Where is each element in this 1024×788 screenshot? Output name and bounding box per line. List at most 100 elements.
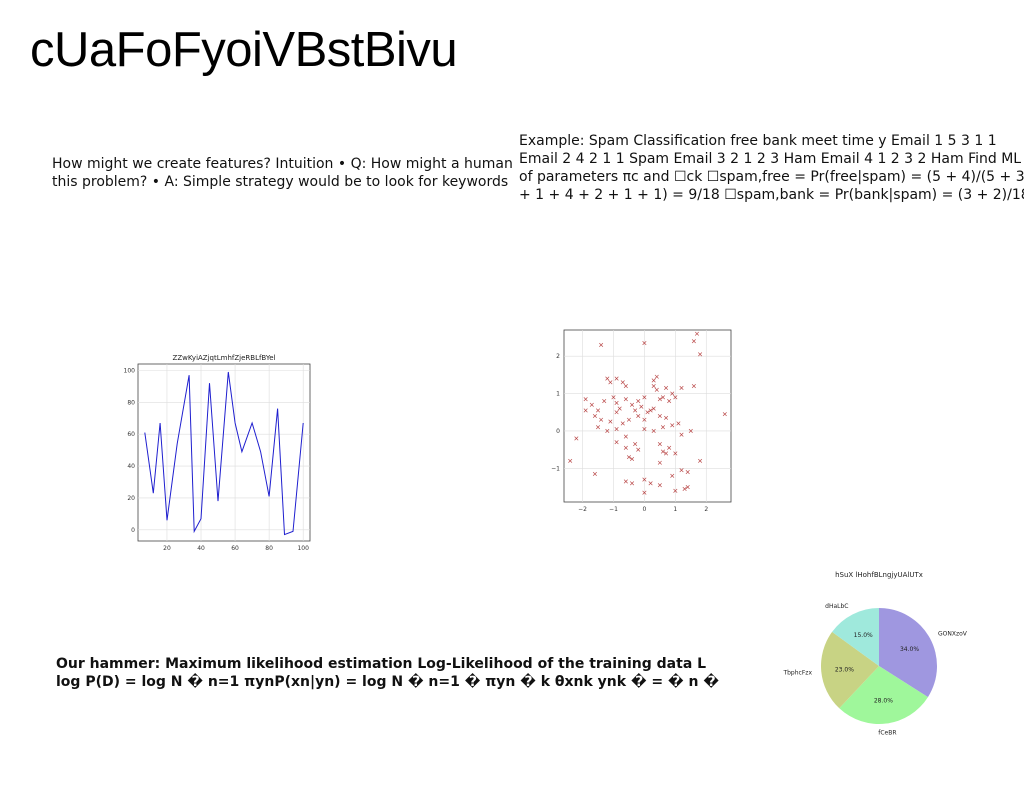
scatter-point bbox=[694, 331, 700, 336]
scatter-point bbox=[642, 417, 647, 422]
scatter-point bbox=[636, 398, 641, 404]
scatter-point bbox=[651, 384, 656, 389]
scatter-y-tick-label: 0 bbox=[556, 428, 560, 435]
line-y-tick-label: 0 bbox=[131, 527, 135, 534]
scatter-point bbox=[642, 341, 647, 346]
example-line-1: Example: Spam Classification free bank m… bbox=[519, 133, 997, 149]
scatter-x-tick-label: 2 bbox=[704, 506, 708, 513]
scatter-point bbox=[589, 402, 594, 407]
pie-category-label: dHaLbC bbox=[825, 603, 848, 610]
scatter-point bbox=[651, 378, 656, 383]
scatter-x-tick-label: −2 bbox=[578, 506, 587, 513]
scatter-point bbox=[667, 398, 672, 404]
scatter-point bbox=[645, 410, 650, 415]
scatter-point bbox=[673, 488, 678, 493]
scatter-point bbox=[614, 427, 619, 432]
scatter-point bbox=[617, 406, 622, 411]
line-y-tick-label: 40 bbox=[127, 463, 135, 470]
line-x-tick-label: 60 bbox=[231, 545, 239, 552]
scatter-point bbox=[574, 436, 579, 441]
scatter-x-tick-label: −1 bbox=[609, 506, 618, 513]
scatter-point bbox=[648, 481, 653, 486]
scatter-point bbox=[629, 456, 635, 462]
scatter-point bbox=[602, 398, 607, 404]
scatter-point bbox=[654, 374, 659, 379]
scatter-point bbox=[633, 441, 638, 447]
scatter-point bbox=[623, 397, 628, 402]
scatter-point bbox=[673, 395, 678, 400]
scatter-point bbox=[673, 451, 678, 456]
pie-percent-label: 34.0% bbox=[900, 646, 919, 653]
pie-slice bbox=[879, 608, 938, 698]
line-x-tick-label: 20 bbox=[163, 545, 171, 552]
scatter-point bbox=[657, 460, 662, 465]
line-chart-title: ZZwKyiAZjqtLmhfZjeRBLfBYel bbox=[173, 354, 276, 362]
scatter-point bbox=[667, 445, 672, 450]
scatter-point bbox=[679, 432, 684, 437]
example-line-4: + 1 + 4 + 2 + 1 + 1) = 9/18 ☐spam,bank =… bbox=[519, 187, 1024, 203]
features-line-1: How might we create features? Intuition … bbox=[52, 156, 513, 172]
scatter-point bbox=[698, 458, 703, 463]
scatter-point bbox=[670, 391, 675, 396]
scatter-x-tick-label: 1 bbox=[673, 506, 677, 513]
example-text-block: Example: Spam Classification free bank m… bbox=[519, 132, 1024, 204]
scatter-point bbox=[664, 451, 669, 456]
pie-category-label: fCeBR bbox=[878, 730, 896, 737]
scatter-point bbox=[685, 484, 690, 490]
scatter-point bbox=[623, 445, 628, 450]
scatter-point bbox=[722, 412, 727, 417]
scatter-point bbox=[660, 395, 666, 400]
hammer-line-1: Our hammer: Maximum likelihood estimatio… bbox=[56, 656, 707, 672]
scatter-point bbox=[620, 380, 625, 385]
scatter-point bbox=[688, 428, 693, 434]
scatter-point bbox=[691, 384, 696, 389]
scatter-point bbox=[698, 352, 703, 357]
scatter-point bbox=[654, 387, 659, 392]
line-x-tick-label: 100 bbox=[297, 545, 309, 552]
scatter-point bbox=[679, 385, 684, 391]
scatter-point bbox=[651, 428, 656, 434]
scatter-y-tick-label: 1 bbox=[556, 391, 560, 398]
pie-percent-label: 23.0% bbox=[835, 666, 854, 673]
line-y-tick-label: 20 bbox=[127, 495, 135, 502]
scatter-point bbox=[642, 490, 647, 495]
pie-category-label: TbphcFzx bbox=[782, 669, 812, 676]
scatter-point bbox=[568, 458, 573, 463]
scatter-point bbox=[670, 473, 675, 478]
scatter-point bbox=[657, 483, 662, 488]
features-text-block: How might we create features? Intuition … bbox=[52, 155, 514, 191]
scatter-point bbox=[608, 380, 613, 385]
scatter-point bbox=[676, 421, 681, 426]
scatter-point bbox=[679, 468, 684, 473]
line-y-tick-label: 60 bbox=[127, 431, 135, 438]
scatter-point bbox=[664, 415, 669, 420]
scatter-point bbox=[614, 376, 619, 381]
scatter-point bbox=[651, 406, 656, 411]
scatter-point bbox=[664, 385, 669, 391]
scatter-point bbox=[626, 417, 631, 422]
scatter-point bbox=[682, 486, 687, 491]
scatter-point bbox=[599, 342, 604, 348]
scatter-point bbox=[605, 376, 610, 381]
example-line-2: Email 2 4 2 1 1 Spam Email 3 2 1 2 3 Ham… bbox=[519, 151, 1022, 167]
scatter-point bbox=[633, 408, 638, 413]
scatter-point bbox=[657, 441, 662, 447]
line-chart: ZZwKyiAZjqtLmhfZjeRBLfBYel 20 40 60 80 100 0 2… bbox=[124, 354, 311, 552]
scatter-point bbox=[660, 425, 666, 430]
pie-category-label: GONXzoV bbox=[938, 631, 968, 638]
pie-slice bbox=[832, 608, 879, 666]
scatter-point bbox=[657, 413, 662, 419]
scatter-point bbox=[670, 423, 675, 428]
scatter-point bbox=[592, 471, 597, 477]
line-chart-plot-area bbox=[137, 363, 311, 542]
line-y-tick-label: 100 bbox=[124, 367, 136, 374]
scatter-point bbox=[629, 481, 635, 486]
scatter-point bbox=[623, 434, 628, 439]
scatter-point bbox=[614, 400, 619, 405]
example-line-3: of parameters πc and ☐ck ☐spam,free = Pr… bbox=[519, 169, 1024, 185]
scatter-point bbox=[583, 397, 588, 402]
line-x-tick-label: 80 bbox=[265, 545, 273, 552]
line-y-tick-label: 80 bbox=[127, 399, 135, 406]
hammer-text-block: Our hammer: Maximum likelihood estimatio… bbox=[56, 655, 722, 691]
scatter-point bbox=[608, 419, 613, 424]
